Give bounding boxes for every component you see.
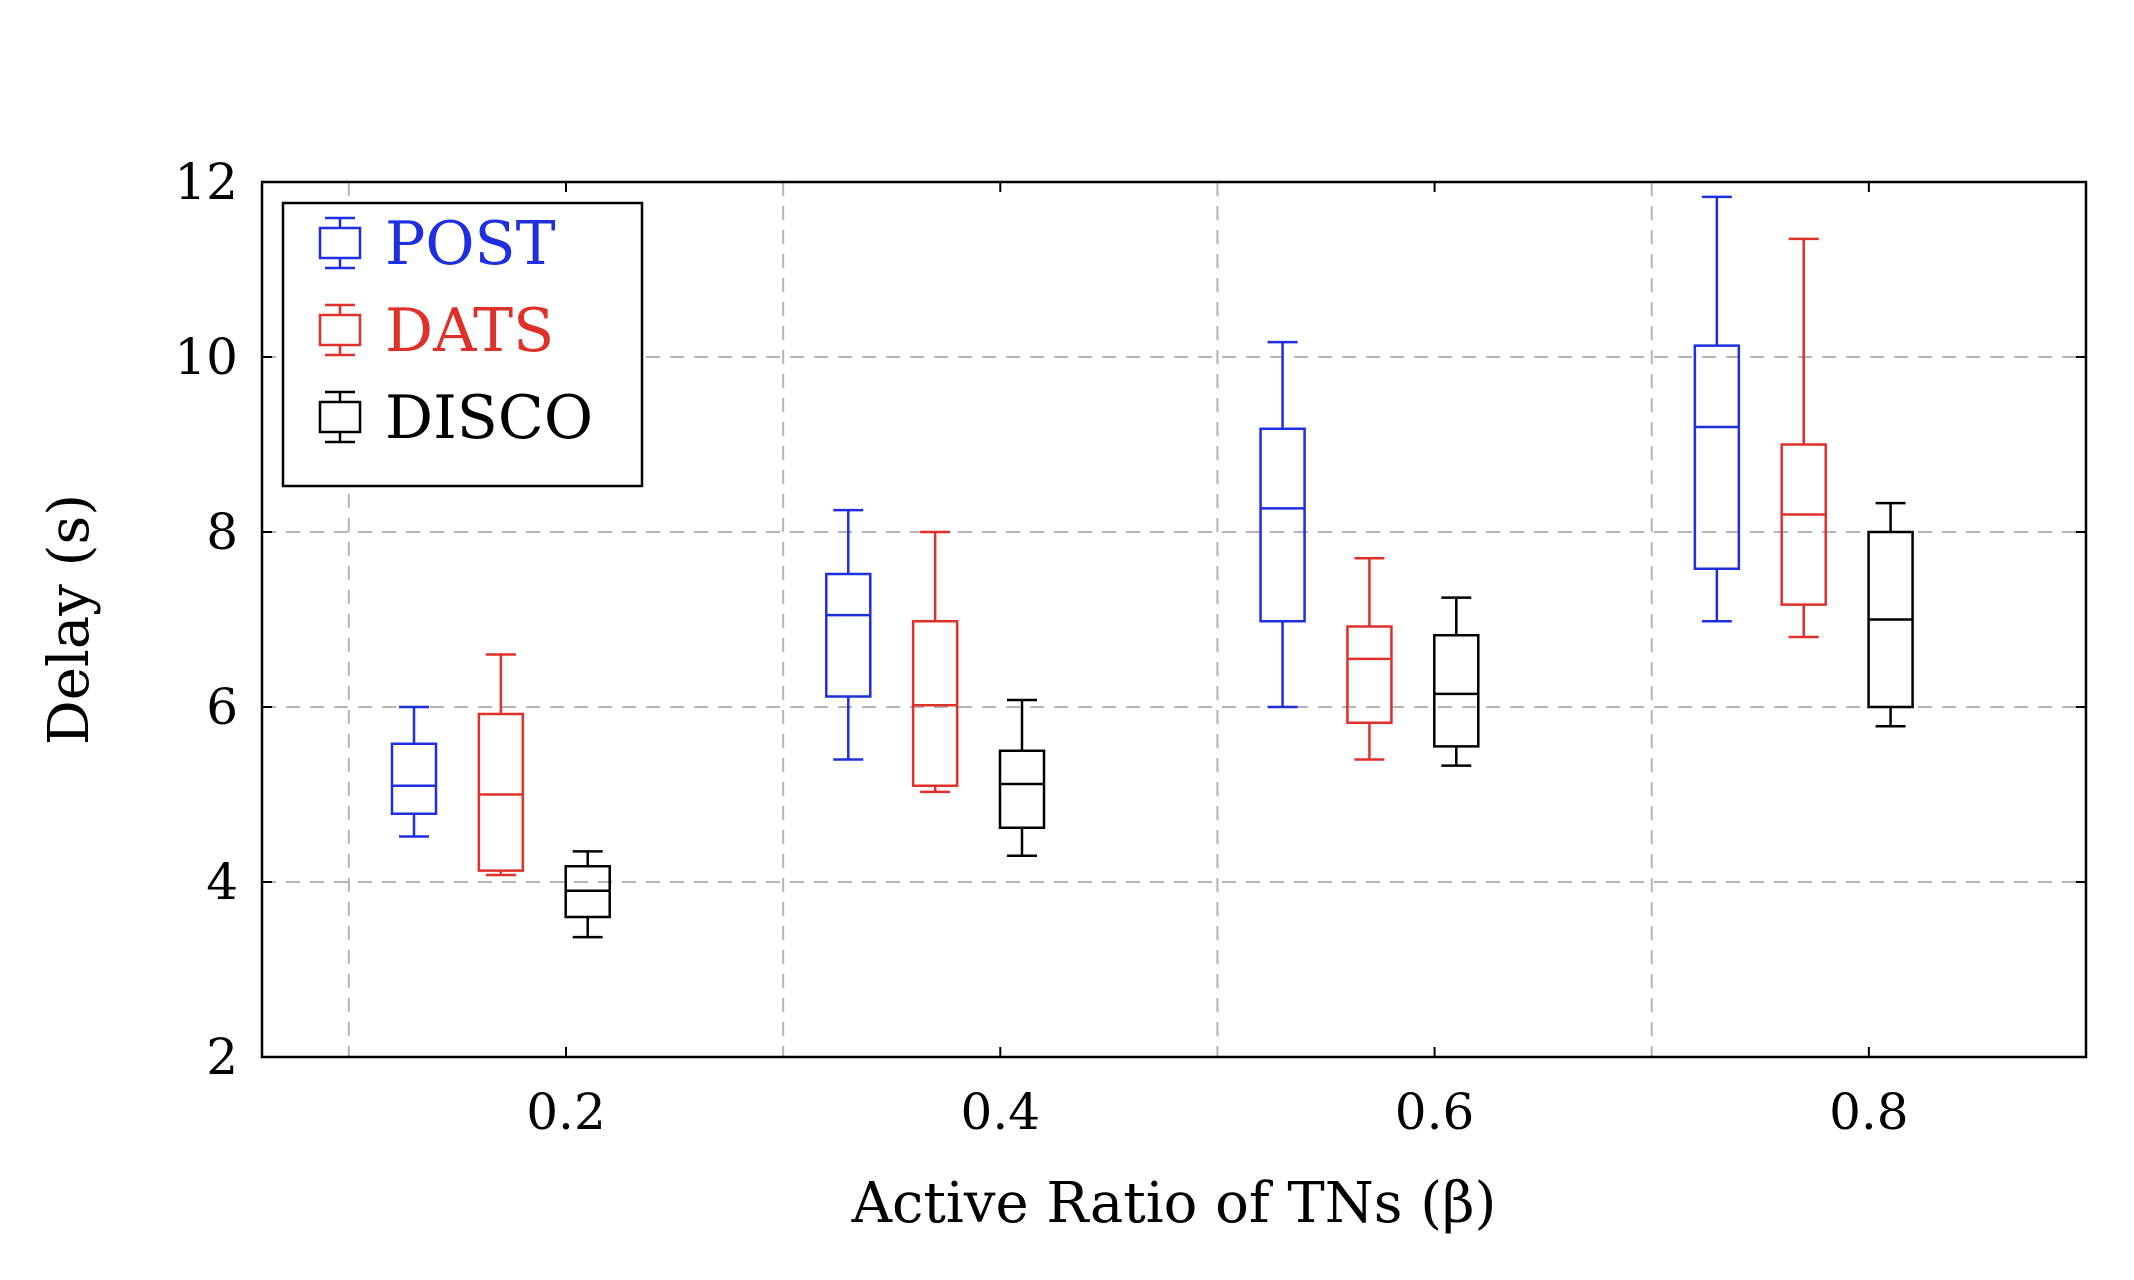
y-tick-label: 8 [206, 503, 238, 561]
iqr-box [1780, 443, 1827, 606]
legend-icon-disco [318, 390, 362, 444]
y-axis-title: Delay (s) [37, 494, 102, 745]
x-tick-label: 0.8 [1829, 1083, 1909, 1141]
legend-label-post: POST [385, 209, 556, 279]
box-disco-0.2 [564, 850, 611, 939]
tick-layer: 2 4 6 8 10 12 0.2 0.4 0.6 0.8 [174, 153, 2086, 1141]
box-disco-0.6 [1433, 596, 1480, 767]
box-dats-0.2 [477, 653, 525, 877]
box-dats-0.6 [1346, 557, 1393, 761]
x-tick-label: 0.4 [961, 1083, 1041, 1141]
iqr-box [825, 572, 872, 698]
iqr-box [1433, 634, 1480, 748]
iqr-box [911, 620, 959, 787]
box-post-0.6 [1259, 340, 1306, 709]
iqr-box [1693, 344, 1741, 570]
y-tick-label: 6 [206, 678, 238, 736]
box-layer [390, 195, 1914, 939]
iqr-box [390, 742, 438, 815]
iqr-box [1346, 625, 1393, 724]
x-axis-title: Active Ratio of TNs (β) [851, 1171, 1497, 1236]
x-tick-label: 0.6 [1395, 1083, 1475, 1141]
box-dats-0.8 [1780, 237, 1827, 639]
legend-icon-post [318, 216, 362, 270]
y-tick-label: 10 [174, 328, 238, 386]
box-post-0.4 [825, 508, 872, 761]
box-disco-0.8 [1867, 501, 1914, 728]
box-post-0.8 [1693, 195, 1741, 623]
y-tick-label: 4 [206, 853, 238, 911]
legend: POST DATS DISCO [281, 201, 644, 488]
iqr-box [998, 749, 1046, 829]
box-post-0.2 [390, 705, 438, 838]
legend-label-disco: DISCO [385, 383, 593, 453]
legend-label-dats: DATS [385, 296, 554, 366]
legend-icon-dats [318, 303, 362, 357]
box-disco-0.4 [998, 698, 1046, 857]
y-tick-label: 12 [174, 153, 238, 211]
iqr-box [1259, 427, 1306, 623]
x-tick-label: 0.2 [526, 1083, 606, 1141]
y-tick-label: 2 [206, 1028, 238, 1086]
plot-frame [260, 180, 2088, 1059]
box-dats-0.4 [911, 530, 959, 794]
iqr-box [477, 712, 525, 872]
